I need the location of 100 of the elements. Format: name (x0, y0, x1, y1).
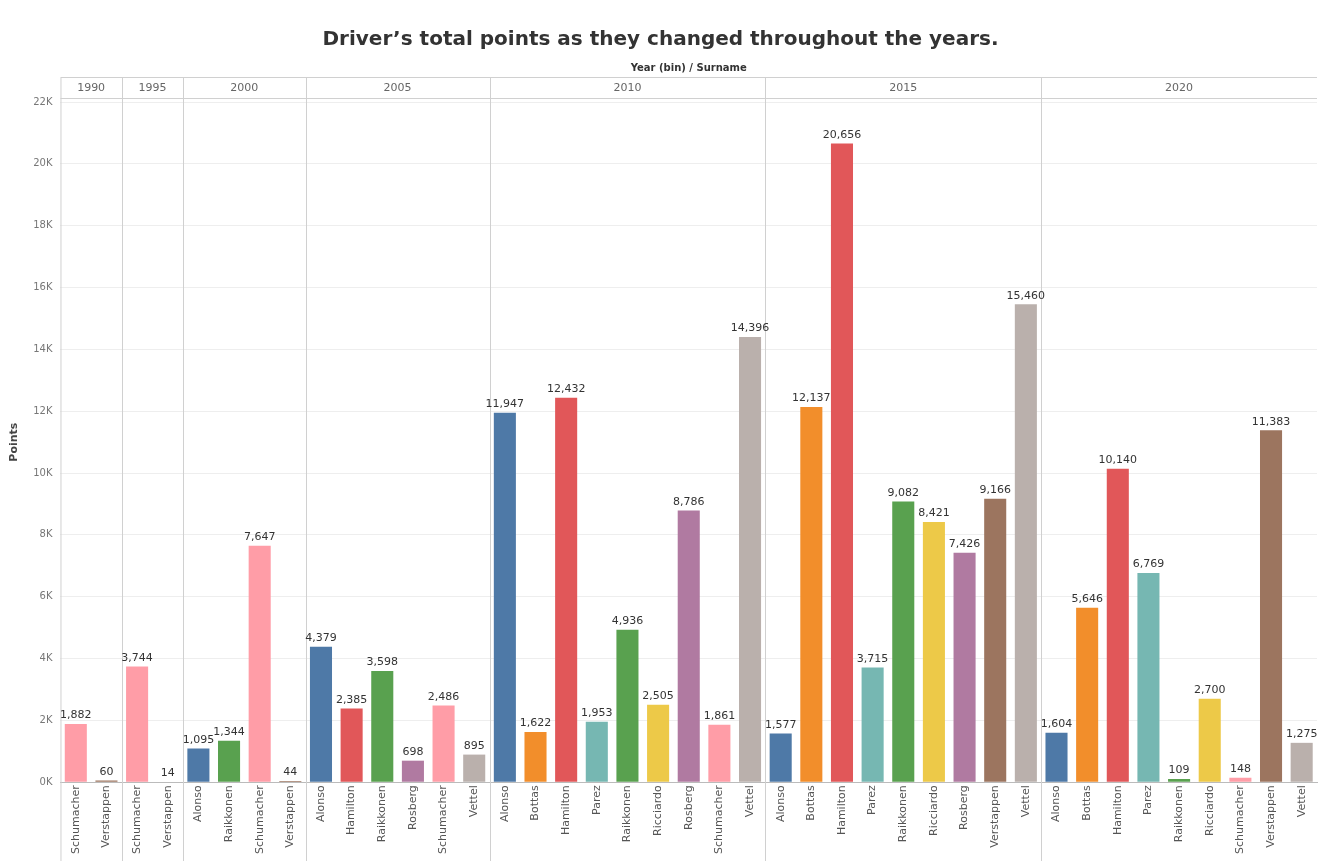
text: 2015 (889, 80, 918, 94)
bar (432, 705, 455, 782)
bar (1045, 732, 1068, 782)
x-tick-label: Hamilton (344, 785, 358, 836)
x-tick-label: Hamilton (834, 785, 848, 836)
bar (984, 498, 1007, 782)
y-tick-label: 4K (39, 652, 53, 664)
data-label: 1,882 (60, 708, 92, 722)
data-label: 20,656 (822, 127, 862, 141)
data-label: 1,953 (581, 706, 613, 720)
data-label: 8,421 (918, 506, 950, 520)
y-axis-title: Points (7, 422, 21, 462)
data-label: 12,137 (792, 391, 831, 405)
x-tick-label: Alonso (191, 785, 205, 823)
y-tick-label: 16K (33, 281, 53, 293)
bar (616, 629, 639, 782)
data-label: 2,700 (1193, 683, 1226, 697)
data-label: 10,140 (1098, 453, 1138, 467)
bar (1106, 468, 1129, 782)
y-tick-label: 2K (39, 714, 53, 726)
y-tick-label: 14K (33, 342, 53, 354)
bar (1076, 607, 1099, 782)
data-label: 9,082 (887, 485, 920, 499)
bar (309, 646, 333, 782)
bar (1198, 698, 1221, 782)
bar (830, 143, 854, 782)
bar (892, 501, 915, 782)
data-label: 1,275 (1285, 727, 1318, 741)
x-tick-label: Ricciardo (650, 785, 664, 836)
bar (493, 412, 516, 782)
x-tick-label: Ricciardo (926, 785, 940, 836)
x-tick-label: Schumacher (712, 784, 726, 855)
data-label: 5,646 (1071, 592, 1103, 606)
data-label: 11,383 (1251, 414, 1291, 428)
data-label: 60 (99, 764, 114, 778)
x-tick-label: Rosberg (681, 785, 695, 830)
bar (1229, 777, 1252, 782)
chart-title: Driver’s total points as they changed throughout the years. (322, 26, 999, 51)
text: 1995 (138, 80, 167, 94)
data-label: 6,769 (1132, 557, 1165, 571)
bar (861, 667, 884, 782)
x-tick-label: Rosberg (405, 785, 419, 830)
x-tick-label: Rosberg (957, 785, 971, 830)
x-tick-label: Raikkonen (1171, 785, 1185, 843)
bar (585, 721, 608, 782)
x-tick-label: Parez (1141, 785, 1155, 815)
x-tick-label: Bottas (1080, 784, 1094, 821)
y-tick-label: 18K (33, 219, 53, 231)
bar (463, 754, 486, 782)
x-axis-title: Year (bin) / Surname (629, 61, 747, 73)
data-label: 109 (1168, 763, 1190, 777)
data-label: 1,622 (519, 716, 552, 730)
x-tick-label: Vettel (1018, 785, 1032, 818)
x-tick-label: Verstappen (1263, 785, 1277, 848)
data-label: 3,715 (856, 651, 889, 665)
data-label: 12,432 (546, 382, 586, 396)
bar (739, 337, 762, 782)
x-tick-label: Parez (589, 785, 603, 815)
data-label: 2,486 (427, 689, 460, 703)
x-tick-label: Verstappen (283, 785, 297, 848)
bar (401, 760, 424, 782)
bar (647, 704, 670, 782)
data-label: 9,166 (979, 483, 1011, 497)
text: 2000 (230, 80, 259, 94)
data-label: 698 (402, 745, 424, 759)
x-tick-label: Verstappen (160, 785, 174, 848)
data-label: 7,647 (243, 530, 276, 544)
text: 2020 (1165, 80, 1194, 94)
x-tick-label: Bottas (804, 784, 818, 821)
y-tick-label: 10K (33, 466, 53, 478)
bar (800, 406, 823, 782)
data-label: 895 (463, 738, 485, 752)
x-tick-label: Parez (865, 785, 879, 815)
x-tick-label: Alonso (1049, 785, 1063, 823)
x-tick-label: Schumacher (68, 784, 82, 855)
x-tick-label: Vettel (1294, 785, 1308, 818)
x-tick-label: Raikkonen (896, 785, 910, 843)
data-label: 148 (1229, 762, 1251, 776)
bar (922, 521, 945, 782)
x-tick-label: Hamilton (559, 785, 573, 836)
x-tick-label: Alonso (313, 785, 327, 823)
bar (187, 748, 210, 782)
y-tick-label: 20K (33, 157, 53, 169)
bar (1014, 304, 1037, 782)
y-tick-label: 6K (39, 590, 53, 602)
x-tick-label: Schumacher (436, 784, 450, 855)
x-tick-label: Schumacher (252, 784, 266, 855)
bar (371, 671, 394, 782)
bar (340, 708, 363, 782)
data-label: 7,426 (948, 537, 981, 550)
data-label: 4,379 (305, 631, 337, 645)
bar (1168, 778, 1191, 782)
data-label: 4,936 (611, 613, 644, 627)
bar (1260, 430, 1283, 782)
data-label: 14,396 (730, 321, 770, 335)
y-tick-label: 8K (39, 528, 53, 540)
data-label: 2,385 (335, 692, 368, 706)
y-tick-label: 22K (33, 95, 53, 107)
text: 1990 (77, 80, 106, 94)
data-label: 14 (160, 766, 175, 780)
